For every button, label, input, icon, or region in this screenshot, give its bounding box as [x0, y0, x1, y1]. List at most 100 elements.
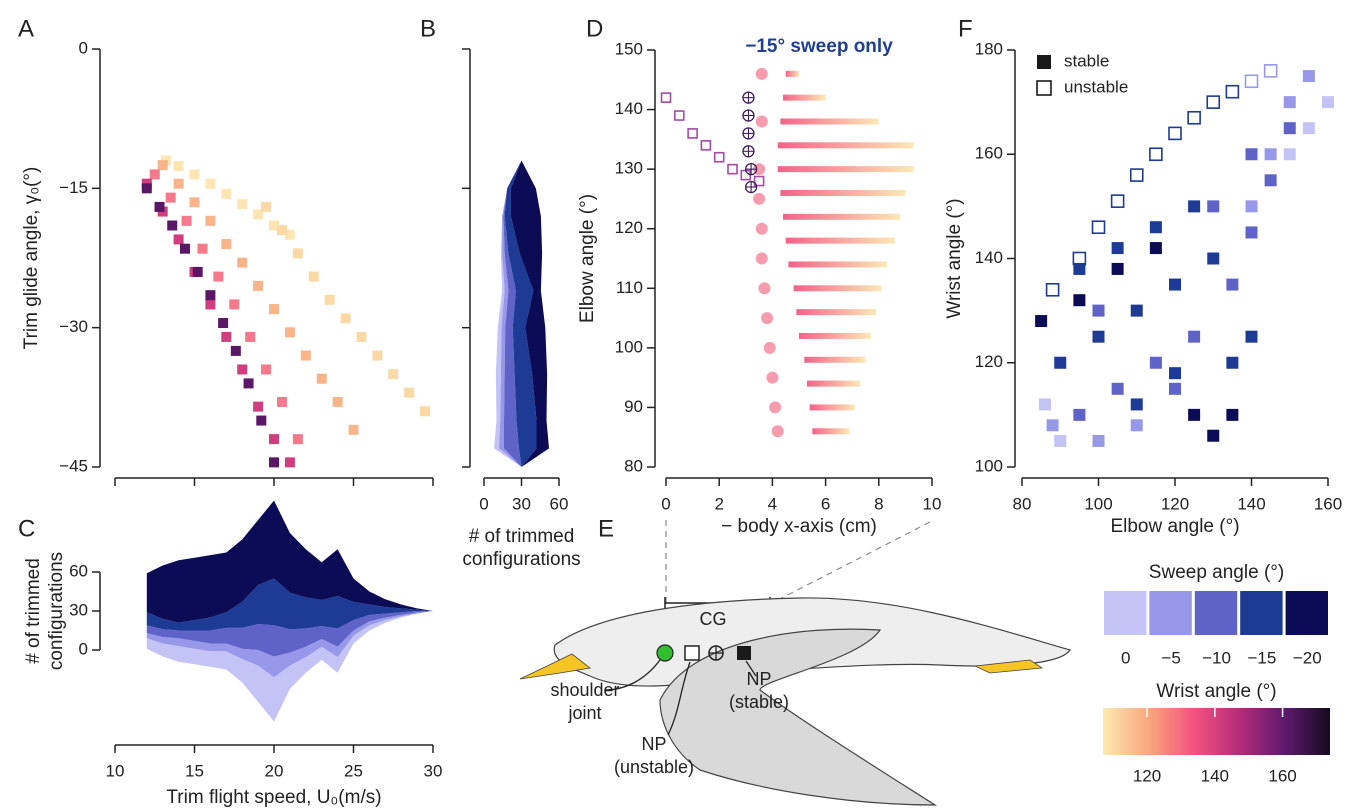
colorbar-tick-label: 140 [1201, 766, 1229, 785]
point [388, 369, 398, 379]
point [1265, 148, 1277, 160]
np-stable-row [796, 309, 876, 315]
np-stable-row [786, 71, 799, 77]
colorbar-label: −15 [1247, 648, 1276, 667]
colorbar-label: −5 [1161, 648, 1180, 667]
y-tick-label: 100 [615, 337, 643, 356]
point [372, 351, 382, 361]
point [1265, 174, 1277, 186]
point [166, 193, 176, 203]
point [190, 169, 200, 179]
cg-point [756, 115, 768, 127]
x-tick-label: 60 [550, 494, 569, 513]
x-tick-label: 0 [661, 494, 670, 513]
point [231, 346, 241, 356]
point [1093, 305, 1105, 317]
point [1150, 357, 1162, 369]
y-tick-label: 140 [975, 248, 1003, 267]
x-tick-label: 20 [265, 761, 284, 780]
point [1188, 200, 1200, 212]
shoulder-joint-marker [657, 645, 673, 661]
point [237, 258, 247, 268]
point [404, 388, 414, 398]
point [256, 416, 266, 426]
shoulder-joint-label: shoulder joint [545, 679, 625, 725]
point [309, 272, 319, 282]
chart-title: −15° sweep only [745, 36, 893, 57]
point [1207, 253, 1219, 265]
point [229, 299, 239, 309]
colorbar-label: −20 [1293, 648, 1322, 667]
point [218, 318, 228, 328]
point [167, 220, 177, 230]
y-tick-label: 0 [79, 38, 88, 57]
point [688, 129, 697, 138]
y-tick-label: 120 [615, 218, 643, 237]
point [1246, 200, 1258, 212]
point [341, 313, 351, 323]
point [1303, 70, 1315, 82]
y-tick-label: 80 [624, 456, 643, 475]
point [1246, 75, 1258, 87]
point [1226, 86, 1238, 98]
y-tick-label: 0 [79, 639, 88, 658]
cg-label: CG [700, 609, 727, 629]
point [190, 197, 200, 207]
point [285, 457, 295, 467]
point [1131, 398, 1143, 410]
point [293, 434, 303, 444]
y-tick-label: 110 [616, 278, 643, 297]
point [237, 199, 247, 209]
point [349, 425, 359, 435]
point [1207, 200, 1219, 212]
cg-point [746, 182, 757, 193]
x-axis-label: # of trimmed configurations [447, 525, 597, 571]
cg-point [746, 164, 757, 175]
np-stable-row [812, 428, 849, 434]
x-tick-label: 10 [923, 494, 942, 513]
point [1073, 294, 1085, 306]
point [662, 93, 671, 102]
point [197, 244, 207, 254]
point [1188, 331, 1200, 343]
colorbar-swatch [1286, 591, 1328, 635]
point [1188, 409, 1200, 421]
y-tick-label: 130 [615, 159, 643, 178]
cg-point [743, 128, 754, 139]
point [1284, 148, 1296, 160]
y-tick-label: 150 [615, 39, 643, 58]
y-axis-label: Elbow angle (°) [577, 194, 598, 323]
x-tick-label: 160 [1314, 494, 1342, 513]
bird-diagram: E CG [520, 515, 1070, 805]
y-axis-label: Trim glide angle, γ₀(°) [21, 167, 42, 350]
point [285, 327, 295, 337]
colorbar-swatch [1240, 591, 1282, 635]
panel-letter: D [586, 15, 603, 42]
point [1284, 96, 1296, 108]
x-tick-label: 30 [424, 761, 443, 780]
point [301, 351, 311, 361]
cg-point [766, 372, 778, 384]
y-tick-label: 160 [975, 144, 1003, 163]
np-stable-row [810, 404, 855, 410]
point [1047, 419, 1059, 431]
cg-point [756, 68, 768, 80]
point [1093, 331, 1105, 343]
point [221, 189, 231, 199]
point [1169, 367, 1181, 379]
point [1303, 122, 1315, 134]
point [728, 165, 737, 174]
point [269, 457, 279, 467]
point [675, 111, 684, 120]
point [221, 239, 231, 249]
point [150, 169, 160, 179]
point [180, 244, 190, 254]
point [1226, 279, 1238, 291]
point [205, 299, 215, 309]
point [1112, 195, 1124, 207]
point [1054, 357, 1066, 369]
np-unstable-label: NP (unstable) [606, 733, 702, 779]
colorbar-gradient [1103, 708, 1330, 755]
cg-point [761, 312, 773, 324]
point [1188, 112, 1200, 124]
